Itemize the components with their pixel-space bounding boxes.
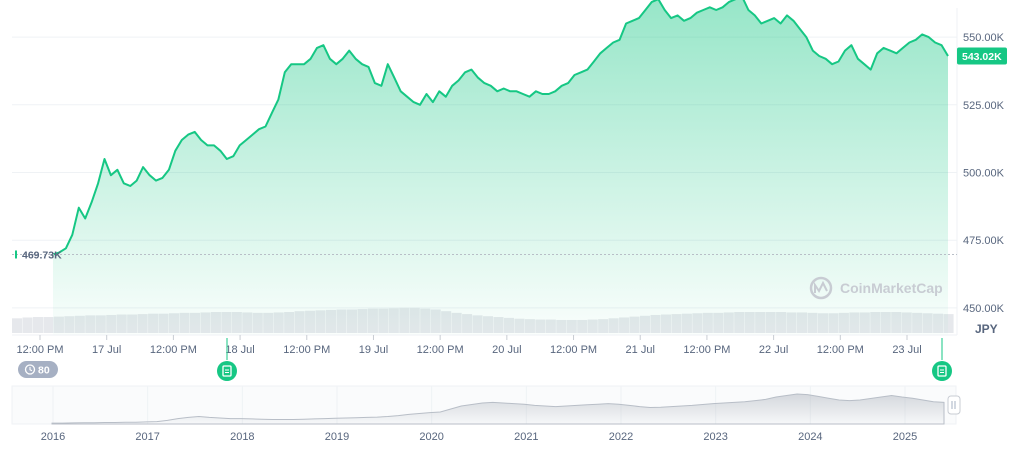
x-tick-label: 21 Jul <box>626 344 655 356</box>
navigator-year: 2020 <box>419 431 443 443</box>
y-tick-label: 475.00K <box>963 235 1005 247</box>
y-tick-label: 550.00K <box>963 32 1005 44</box>
news-marker-1[interactable] <box>217 338 237 381</box>
x-tick-label: 12:00 PM <box>283 344 330 356</box>
start-price-label: 469.73K <box>22 249 62 261</box>
navigator-year: 2022 <box>609 431 633 443</box>
navigator-handle[interactable] <box>947 395 961 415</box>
y-tick-label: 450.00K <box>963 303 1005 315</box>
x-tick-label: 17 Jul <box>92 344 121 356</box>
navigator-area <box>51 393 945 425</box>
volume-bar <box>32 317 43 333</box>
volume-bar <box>12 318 23 333</box>
x-tick-label: 12:00 PM <box>550 344 597 356</box>
navigator-year: 2023 <box>703 431 727 443</box>
x-tick-label: 23 Jul <box>892 344 921 356</box>
x-tick-label: 22 Jul <box>759 344 788 356</box>
document-icon <box>222 365 232 377</box>
volume-bar <box>22 317 33 333</box>
x-tick-label: 12:00 PM <box>683 344 730 356</box>
events-count: 80 <box>38 365 50 377</box>
news-marker-2[interactable] <box>932 338 952 381</box>
navigator-year: 2025 <box>893 431 917 443</box>
volume-bar <box>943 314 954 333</box>
current-price-label: 543.02K <box>962 51 1002 63</box>
price-line <box>52 0 949 256</box>
navigator-year: 2019 <box>325 431 349 443</box>
navigator-year: 2018 <box>230 431 254 443</box>
y-tick-label: 525.00K <box>963 100 1005 112</box>
current-price-tag: 543.02K <box>957 47 1007 65</box>
watermark-text: CoinMarketCap <box>840 280 943 296</box>
y-tick-label: 500.00K <box>963 168 1005 180</box>
navigator-year: 2024 <box>798 431 822 443</box>
x-tick-label: 18 Jul <box>225 344 254 356</box>
coinmarketcap-logo-icon <box>809 276 833 300</box>
y-axis-ticks: 550.00K 525.00K 500.00K 475.00K 450.00K <box>963 32 1005 315</box>
document-icon <box>937 365 947 377</box>
volume-bar <box>43 317 54 333</box>
currency-label: JPY <box>975 322 998 336</box>
x-tick-label: 19 Jul <box>359 344 388 356</box>
navigator-year: 2021 <box>514 431 538 443</box>
navigator-year: 2017 <box>135 431 159 443</box>
x-tick-label: 12:00 PM <box>150 344 197 356</box>
events-badge[interactable]: 80 <box>18 361 58 378</box>
x-tick-label: 20 Jul <box>492 344 521 356</box>
start-price-tag: 469.73K <box>22 249 62 261</box>
x-tick-label: 12:00 PM <box>817 344 864 356</box>
navigator-year-labels: 2016 2017 2018 2019 2020 2021 2022 2023 2024 2025 <box>41 431 917 443</box>
x-axis-ticks: 12:00 PM 17 Jul 12:00 PM 18 Jul 12:00 PM 19 J… <box>16 335 922 356</box>
range-navigator[interactable] <box>11 385 961 425</box>
history-icon <box>24 364 36 375</box>
navigator-year: 2016 <box>41 431 65 443</box>
price-area <box>53 0 948 335</box>
x-tick-label: 12:00 PM <box>417 344 464 356</box>
x-tick-label: 12:00 PM <box>16 344 63 356</box>
